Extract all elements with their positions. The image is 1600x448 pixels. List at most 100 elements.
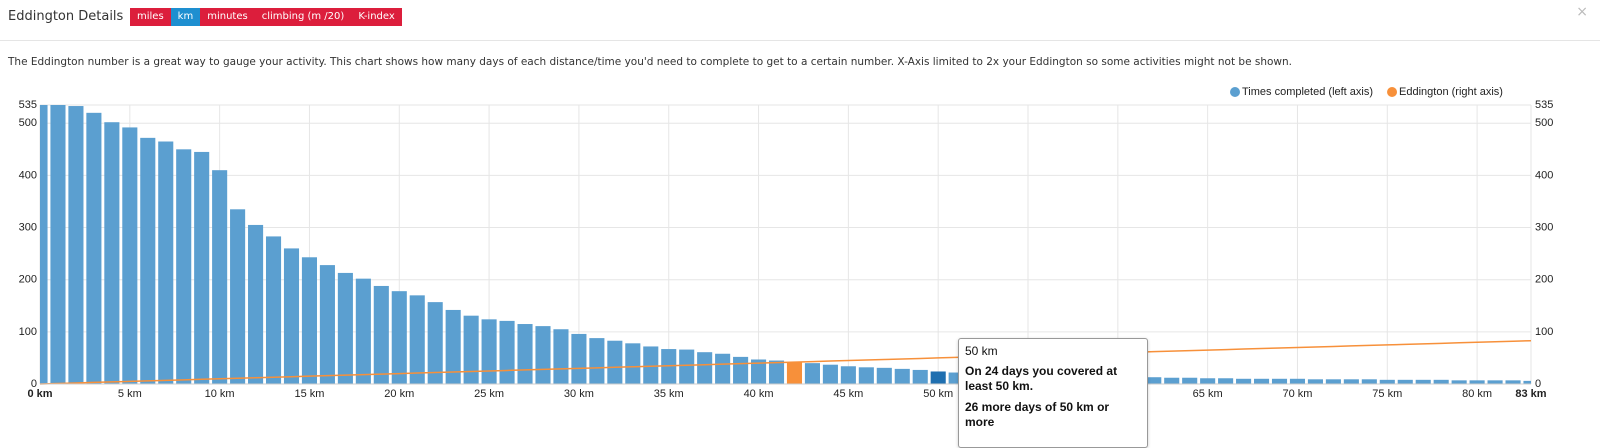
x-tick-label: 5 km	[118, 388, 142, 400]
bar	[517, 324, 533, 384]
x-tick-label: 10 km	[205, 388, 235, 400]
bar	[858, 367, 874, 384]
tooltip-title: 50 km	[965, 344, 998, 358]
legend-marker	[1230, 87, 1240, 97]
y2-tick-label: 535	[1535, 99, 1553, 111]
bar	[840, 366, 856, 384]
plot-area	[40, 105, 1531, 385]
unit-button[interactable]: km	[170, 8, 201, 26]
bar	[373, 285, 389, 384]
bar	[661, 349, 677, 384]
bar	[822, 364, 838, 384]
bar	[1451, 380, 1467, 384]
unit-button[interactable]: miles	[130, 8, 171, 26]
bar	[104, 122, 120, 384]
y2-tick-label: 500	[1535, 117, 1553, 129]
bar	[1505, 380, 1521, 384]
bar	[751, 359, 767, 384]
bar	[948, 372, 964, 384]
legend-label: Eddington (right axis)	[1399, 86, 1503, 98]
bar	[1271, 378, 1288, 384]
bar	[912, 369, 928, 384]
bar	[589, 338, 605, 384]
bar	[1253, 378, 1270, 384]
bar	[1433, 379, 1449, 384]
y2-tick-label: 400	[1535, 169, 1553, 181]
y-tick-label: 500	[19, 117, 37, 129]
bar	[230, 209, 246, 384]
bar	[158, 141, 174, 384]
bar	[122, 127, 138, 384]
x-tick-label: 15 km	[294, 388, 324, 400]
y2-tick-label: 200	[1535, 274, 1553, 286]
unit-button[interactable]: minutes	[200, 8, 255, 26]
bar	[40, 105, 48, 384]
bar	[1164, 377, 1180, 384]
bar	[1487, 380, 1503, 384]
bar	[1415, 379, 1431, 384]
bar	[283, 248, 300, 384]
bar	[1361, 379, 1377, 384]
description: The Eddington number is a great way to g…	[8, 56, 1292, 68]
bar	[499, 320, 515, 384]
bar	[265, 236, 282, 384]
unit-button[interactable]: climbing (m /20)	[254, 8, 352, 26]
bar	[1218, 378, 1234, 384]
bar	[355, 278, 371, 384]
header: Eddington Details miles km minutes climbing…	[0, 0, 1600, 41]
bar	[86, 112, 102, 384]
y2-tick-label: 0	[1535, 378, 1541, 390]
bar	[1289, 378, 1306, 384]
bar	[1236, 378, 1252, 384]
x-tick-label: 80 km	[1462, 388, 1492, 400]
bar	[194, 151, 210, 384]
bar	[481, 319, 497, 384]
bar	[1379, 379, 1395, 384]
bar	[786, 362, 803, 384]
tooltip: 50 km On 24 days you covered at least 50…	[958, 338, 1148, 448]
y-tick-label: 0	[31, 378, 37, 390]
chart: 0 100 200 300 400 500 535 0 100 200 300 400 500 535 0 …	[19, 86, 1554, 400]
bar	[1523, 380, 1531, 384]
bar	[1397, 379, 1413, 384]
bar	[768, 360, 785, 384]
tooltip-line: On 24 days you covered at least 50 km.	[965, 364, 1118, 393]
bar	[643, 346, 659, 384]
bar	[1343, 379, 1359, 384]
x-tick-label: 0 km	[27, 388, 52, 400]
y-tick-label: 300	[19, 221, 37, 233]
x-tick-label: 45 km	[833, 388, 863, 400]
bar	[625, 343, 641, 384]
close-button[interactable]: ×	[1576, 4, 1588, 20]
line	[40, 339, 1531, 385]
bar	[930, 371, 946, 384]
bar	[876, 367, 892, 384]
unit-button[interactable]: K-index	[351, 8, 402, 26]
bar	[894, 368, 910, 384]
bar	[140, 137, 156, 384]
bar	[1307, 379, 1323, 384]
x-tick-label: 83 km	[1515, 388, 1546, 400]
x-tick-label: 40 km	[744, 388, 774, 400]
bar	[607, 340, 623, 384]
bar	[68, 106, 84, 384]
bar	[463, 315, 479, 384]
unit-buttons: miles km minutes climbing (m /20) K-index	[130, 8, 402, 26]
bar	[1200, 378, 1216, 384]
x-tick-label: 35 km	[654, 388, 684, 400]
x-tick-label: 20 km	[384, 388, 414, 400]
bar	[301, 257, 318, 384]
bar	[553, 329, 569, 384]
bar	[50, 105, 66, 384]
y-tick-label: 100	[19, 326, 37, 338]
bar	[733, 356, 749, 384]
legend-label: Times completed (left axis)	[1242, 86, 1373, 98]
x-tick-label: 25 km	[474, 388, 504, 400]
x-tick-label: 65 km	[1193, 388, 1223, 400]
bar	[1146, 377, 1162, 384]
bar	[337, 272, 353, 384]
bar	[571, 333, 587, 384]
x-tick-label: 70 km	[1282, 388, 1312, 400]
bar	[804, 363, 820, 384]
